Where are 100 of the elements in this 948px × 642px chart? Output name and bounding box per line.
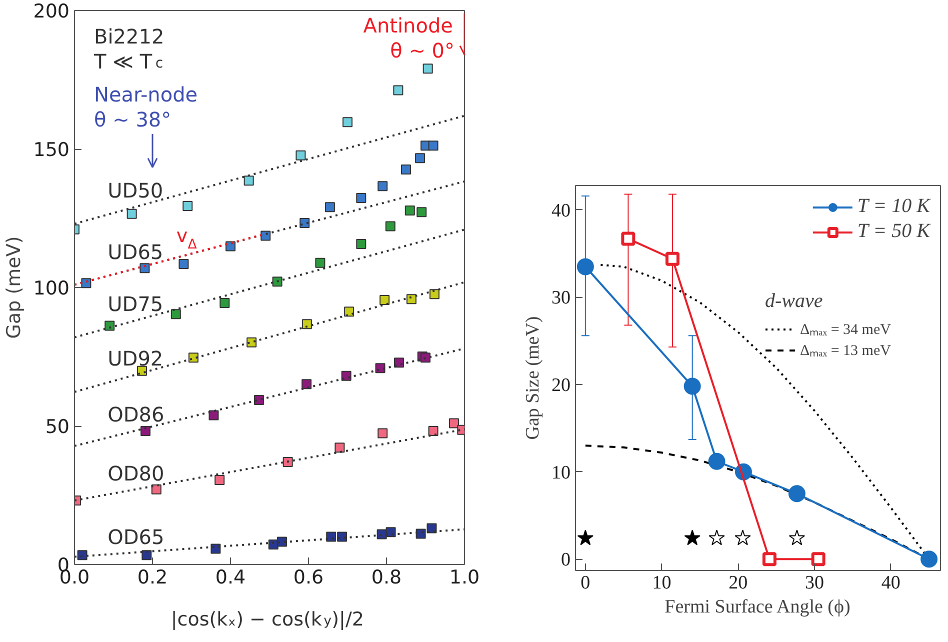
- point: [420, 352, 430, 363]
- point: [140, 426, 150, 436]
- point: [684, 530, 700, 546]
- point: [326, 532, 336, 542]
- point: [77, 550, 88, 560]
- series-label: UD65: [108, 240, 164, 264]
- x-tick-label: 20: [728, 572, 748, 594]
- point: [226, 241, 236, 252]
- y-tick-label: 50: [45, 416, 70, 438]
- point: [406, 294, 416, 304]
- point: [302, 379, 312, 390]
- point: [142, 550, 152, 560]
- annotation: Bi2212: [94, 24, 164, 48]
- point: [788, 485, 806, 502]
- legend-label: Δₘₐₓ = 13 meV: [800, 342, 891, 360]
- x-axis-title: Fermi Surface Angle (ϕ): [664, 596, 850, 618]
- point: [244, 176, 254, 186]
- point: [429, 289, 440, 300]
- series-label: UD75: [108, 292, 164, 316]
- point: [385, 221, 396, 232]
- point: [665, 252, 680, 266]
- series-label: OD86: [108, 402, 164, 426]
- x-tick-label: 0.4: [215, 566, 246, 588]
- point: [126, 208, 137, 219]
- legend-title: d-wave: [765, 290, 824, 313]
- point: [762, 552, 776, 566]
- annotation: T ≪ Tc: [93, 50, 164, 74]
- point: [426, 523, 437, 534]
- point: [260, 230, 271, 241]
- point: [151, 484, 162, 494]
- y-tick-label: 150: [33, 139, 70, 161]
- point: [188, 352, 198, 363]
- point: [337, 532, 348, 542]
- point: [276, 536, 287, 547]
- series-label: OD80: [108, 461, 164, 486]
- point: [416, 528, 426, 539]
- point: [684, 378, 701, 395]
- series-label: OD65: [108, 525, 164, 550]
- point: [401, 164, 411, 174]
- point: [621, 232, 636, 246]
- point: [344, 306, 354, 317]
- x-tick-label: 1.0: [449, 566, 480, 588]
- point: [210, 544, 221, 554]
- series-label: UD50: [108, 178, 164, 202]
- y-tick-label: 200: [33, 0, 70, 22]
- y-tick-label: 20: [552, 375, 570, 396]
- ref-line-label: Near-node θ ~ 38°: [94, 82, 198, 132]
- y-axis-title: Gap Size (meV): [522, 316, 544, 440]
- point: [386, 527, 396, 538]
- point: [254, 394, 264, 405]
- point: [920, 550, 938, 568]
- point: [315, 258, 326, 268]
- point: [220, 298, 230, 308]
- ref-line-label: Antinode θ ~ 0°: [363, 13, 455, 62]
- point: [378, 428, 388, 438]
- point: [342, 117, 352, 128]
- point: [428, 426, 438, 436]
- point: [708, 530, 725, 546]
- point: [178, 258, 189, 269]
- y-tick-label: 30: [552, 288, 570, 309]
- y-axis-title: Gap (meV): [3, 236, 26, 339]
- point: [140, 263, 150, 274]
- x-tick-label: 40: [881, 572, 900, 594]
- x-tick-label: 30: [805, 572, 824, 594]
- legend-label: T = 50 K: [857, 220, 930, 243]
- point: [136, 366, 147, 376]
- point: [811, 552, 826, 566]
- point: [708, 452, 726, 470]
- point: [393, 85, 404, 96]
- y-tick-label: 10: [552, 462, 570, 484]
- point: [214, 475, 225, 486]
- x-tick-label: 0.2: [137, 566, 168, 588]
- point: [302, 319, 312, 330]
- point: [208, 410, 219, 420]
- point: [576, 258, 594, 276]
- point: [170, 309, 181, 320]
- point: [324, 202, 335, 212]
- point: [300, 218, 310, 228]
- y-tick-label: 100: [33, 278, 70, 300]
- point: [415, 153, 426, 164]
- point: [422, 64, 433, 74]
- series-label: UD92: [108, 346, 164, 370]
- legend-label: Δₘₐₓ = 34 meV: [800, 321, 891, 339]
- x-tick-label: 0.8: [371, 566, 402, 588]
- point: [356, 239, 366, 250]
- point: [734, 530, 751, 546]
- point: [577, 530, 594, 546]
- point: [104, 320, 115, 331]
- point: [448, 418, 459, 428]
- point: [428, 140, 438, 151]
- point: [81, 278, 92, 288]
- y-tick-label: 0: [561, 550, 570, 571]
- point: [334, 442, 345, 453]
- x-tick-label: 10: [652, 572, 672, 594]
- x-tick-label: 0: [580, 572, 590, 594]
- x-axis-title: |cos(kₓ) − cos(ky)|/2: [170, 608, 364, 630]
- point: [272, 276, 282, 287]
- point: [182, 201, 193, 212]
- point: [404, 205, 415, 216]
- point: [282, 457, 293, 468]
